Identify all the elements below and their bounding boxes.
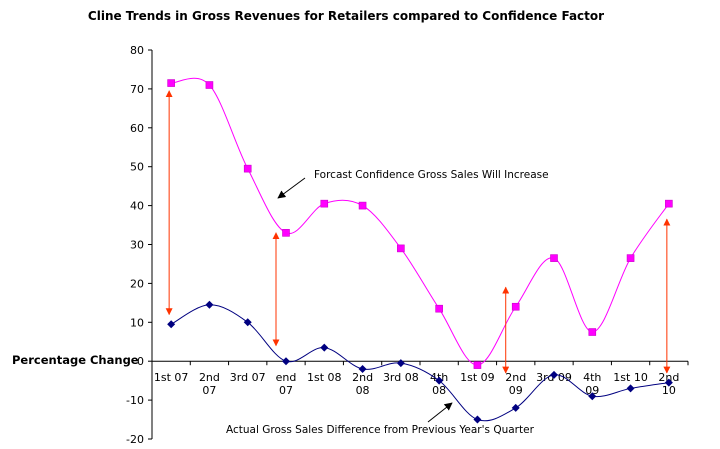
x-tick-label-line: 09: [585, 384, 599, 397]
series-layer: [167, 77, 673, 424]
y-axis-label: Percentage Change: [12, 353, 139, 367]
x-tick-label-line: 2nd: [352, 371, 373, 384]
x-tick-label-line: 08: [432, 384, 446, 397]
series-0-point: [588, 328, 597, 336]
x-tick-label-line: 1st 10: [613, 371, 648, 384]
series-0-point: [167, 79, 175, 87]
x-tick-label-line: 2nd: [658, 371, 679, 384]
x-tick-label-line: 10: [662, 384, 676, 397]
series-0-point: [626, 254, 635, 262]
x-tick-label: 1st 09: [460, 371, 495, 384]
series-0-point: [550, 254, 558, 262]
series-1-point: [435, 376, 444, 385]
x-tick-label: 3rd 07: [230, 371, 266, 384]
x-tick-label: 2nd 07: [199, 371, 220, 397]
series-0-point: [435, 304, 443, 313]
series-0-point: [282, 229, 290, 237]
series-0-point: [205, 81, 214, 89]
series-0-point: [473, 361, 482, 369]
y-tick-label: 80: [130, 44, 144, 57]
y-tick-label: -10: [126, 394, 144, 407]
series-1-point: [664, 378, 673, 387]
series-1-point: [167, 320, 176, 329]
series-0-point: [320, 199, 329, 208]
series-1-point: [320, 343, 329, 352]
y-tick-label: -20: [126, 433, 144, 446]
x-tick-label: 4th 09: [583, 371, 601, 397]
x-tick-label-line: 08: [356, 384, 370, 397]
x-tick-label-line: 09: [509, 384, 523, 397]
series-1-point: [396, 359, 405, 368]
x-tick-label-line: 1st 08: [307, 371, 342, 384]
y-tick-label: 10: [130, 316, 144, 329]
series-1-point: [588, 392, 597, 401]
x-tick-label-line: 2nd: [199, 371, 220, 384]
x-tick-label: 1st 07: [154, 371, 189, 384]
series-0-point: [397, 244, 405, 253]
x-tick-label-line: 3rd 07: [230, 371, 266, 384]
x-tick-label: 1st 10: [613, 371, 648, 384]
annotation-layer: Forcast Confidence Gross Sales Will Incr…: [165, 90, 671, 436]
x-tick-label-line: 07: [202, 384, 216, 397]
series-1-line: [170, 304, 669, 422]
annotation-confidence-arrow: [277, 177, 306, 199]
series-1-point: [550, 370, 558, 379]
series-0-point: [358, 201, 367, 210]
series-0-point: [243, 164, 252, 173]
x-tick-label: 3rd 08: [383, 371, 419, 384]
annotation-confidence: Forcast Confidence Gross Sales Will Incr…: [314, 169, 549, 181]
x-tick-label-line: 4th: [583, 371, 601, 384]
x-tick-label-line: 3rd 08: [383, 371, 419, 384]
series-1-point: [473, 415, 482, 424]
y-tick-label: 20: [130, 277, 144, 290]
y-tick-label: 40: [130, 200, 144, 213]
chart-title: Cline Trends in Gross Revenues for Retai…: [88, 9, 604, 23]
series-1-point: [511, 403, 520, 412]
y-tick-label: 60: [130, 122, 144, 135]
x-tick-label: 1st 08: [307, 371, 342, 384]
x-tick-label-line: end: [276, 371, 297, 384]
y-tick-label: 0: [137, 355, 144, 368]
x-tick-label-line: 1st 09: [460, 371, 495, 384]
x-tick-label-line: 1st 07: [154, 371, 189, 384]
annotation-actual: Actual Gross Sales Difference from Previ…: [226, 424, 535, 436]
series-1-point: [205, 300, 214, 309]
series-0-point: [511, 302, 520, 311]
series-1-point: [243, 318, 252, 327]
y-tick-label: 70: [130, 83, 144, 96]
y-tick-label: 30: [130, 239, 144, 252]
x-tick-label-line: 2nd: [505, 371, 526, 384]
x-tick-label: 2nd 10: [658, 371, 679, 397]
series-1-point: [626, 384, 635, 393]
series-1-point: [358, 364, 367, 373]
x-tick-label: 2nd 09: [505, 371, 526, 397]
y-tick-label: 50: [130, 161, 144, 174]
x-tick-label: end 07: [276, 371, 297, 397]
x-tick-label-line: 07: [279, 384, 293, 397]
series-1-point: [282, 357, 290, 366]
x-tick-label: 2nd 08: [352, 371, 373, 397]
annotation-actual-arrow: [427, 402, 453, 423]
series-0-point: [665, 199, 673, 208]
